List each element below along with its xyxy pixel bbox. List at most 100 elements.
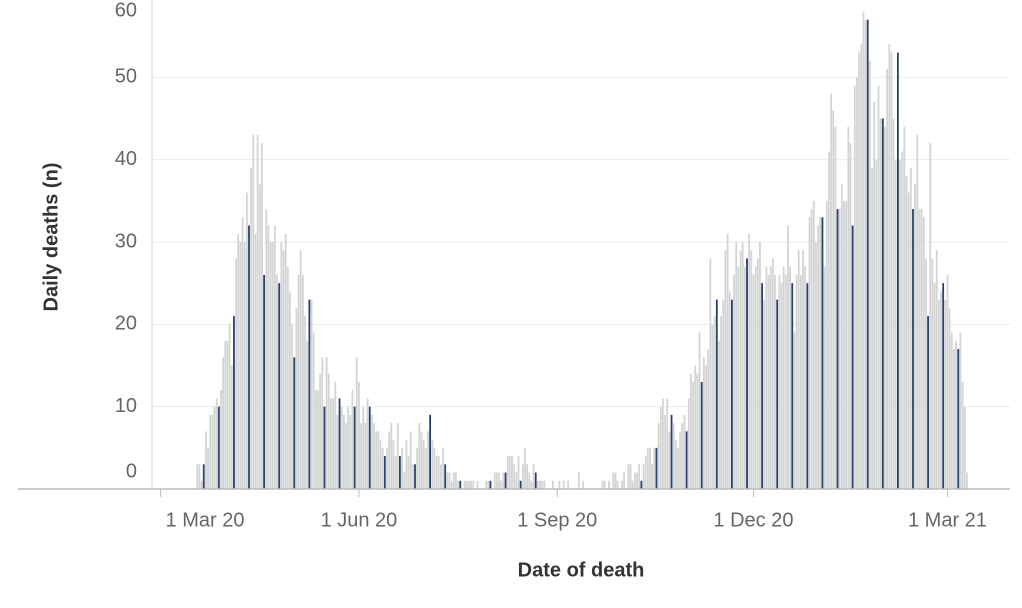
bar [771,258,774,489]
bar [806,283,809,489]
bar [834,126,837,489]
bar [797,250,800,489]
bar [720,316,723,489]
bar [905,176,908,489]
bar [601,480,604,489]
bar [819,217,822,490]
bar [709,258,712,489]
bar [875,159,878,489]
bar [334,381,337,489]
bar [278,283,281,489]
bar [394,456,397,489]
bar [866,19,869,489]
bar [442,447,444,489]
bar [909,167,912,489]
bar [651,464,654,489]
bar [748,233,751,489]
bar [276,274,278,489]
bar [377,431,380,489]
bar [884,126,886,489]
bar [211,414,214,489]
bar [927,316,929,489]
bar [340,406,343,489]
bar [896,52,899,490]
bar [332,398,334,489]
bar [942,283,945,489]
bar [821,217,824,490]
bar [217,406,220,489]
bar [213,406,216,489]
bar [310,299,313,489]
bar [621,480,623,489]
bar [308,299,311,489]
bar [759,242,761,489]
bar [903,126,906,489]
bar [273,225,276,490]
bar [791,283,794,489]
bar [248,225,250,490]
bar [429,414,431,489]
bar [761,283,763,489]
bar [519,480,522,489]
bar [685,431,688,489]
bar [209,414,212,489]
bar [741,242,744,489]
bar [735,242,738,489]
bar [562,480,565,489]
bar [918,209,921,490]
bar [873,102,876,490]
bar [198,464,201,489]
bar [929,143,932,489]
bar [700,381,703,489]
bar [724,250,727,489]
bar [433,447,436,489]
bar [582,480,585,489]
bar [633,472,636,489]
bar [455,472,457,489]
bar [739,250,742,489]
bar [245,192,248,489]
bar [237,233,240,489]
bar [922,217,925,490]
bar [202,464,205,489]
bar [815,242,817,489]
bar [243,242,246,489]
bar [832,110,835,490]
bar [459,480,462,489]
bar [955,340,958,489]
bar [493,472,496,489]
bar [254,233,257,489]
bar [256,134,259,489]
bar [756,258,759,489]
bar [269,242,272,489]
bar [422,439,425,489]
bar [362,406,365,489]
y-tick-label: 50 [115,66,137,88]
bar [653,447,656,489]
y-tick-label: 10 [115,395,137,417]
bar [778,274,781,489]
bar [392,439,395,489]
bar [543,480,546,489]
bar [636,472,638,489]
bar [358,381,360,489]
bar [465,480,468,489]
bar [204,431,207,489]
bar [705,365,707,489]
bar [370,414,373,489]
bar [823,266,826,489]
y-tick-label: 20 [115,313,137,335]
bar [577,472,580,489]
bar [351,390,354,489]
bar [263,274,266,489]
bar [386,447,388,489]
bar [750,250,753,489]
bar [843,200,845,490]
bar [627,464,630,489]
bar [411,464,414,489]
bar [267,225,270,490]
bar [836,209,839,490]
bar [746,258,748,489]
bar [552,480,554,489]
